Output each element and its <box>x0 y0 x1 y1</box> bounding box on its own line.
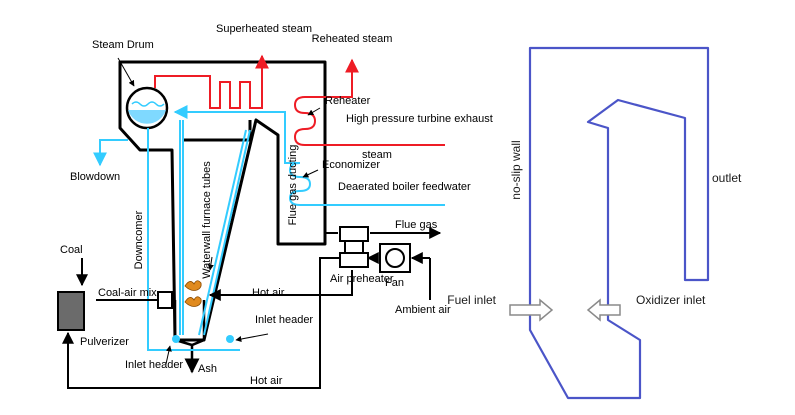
label-pulverizer: Pulverizer <box>80 336 129 348</box>
label-inlet-header-right: Inlet header <box>255 314 313 326</box>
label-hot-air-top: Hot air <box>252 287 285 299</box>
label-hp-turbine-exhaust: High pressure turbine exhaust <box>346 113 493 125</box>
label-blowdown: Blowdown <box>70 171 120 183</box>
boiler-domain-outline: no-slip wall outlet Fuel inlet Oxidizer … <box>447 46 742 400</box>
label-downcomer: Downcomer <box>133 210 145 269</box>
label-economizer: Economizer <box>322 159 380 171</box>
boiler-schematic: Superheated steam Reheated steam Steam D… <box>57 23 493 389</box>
label-coal: Coal <box>60 244 83 256</box>
label-air-preheater: Air preheater <box>330 273 394 285</box>
downcomer-loop <box>93 128 240 351</box>
fan <box>379 243 411 273</box>
label-reheated-steam: Reheated steam <box>312 33 393 45</box>
oxidizer-inlet-arrow <box>586 298 621 322</box>
label-inlet-header-left: Inlet header <box>125 359 183 371</box>
boiler-labels: Superheated steam Reheated steam Steam D… <box>60 23 493 387</box>
label-flue-gas-ducting: Flue gas ducting <box>287 145 299 226</box>
steam-drum <box>125 86 169 130</box>
label-ash: Ash <box>198 363 217 375</box>
inlet-header-nodes <box>172 335 234 343</box>
label-waterwall-tubes: Waterwall furnace tubes <box>201 161 213 279</box>
label-reheater: Reheater <box>325 95 371 107</box>
superheater-coils <box>154 54 269 109</box>
label-ambient-air: Ambient air <box>395 304 451 316</box>
label-hot-air-bottom: Hot air <box>250 375 283 387</box>
economizer-coils <box>173 105 445 206</box>
label-steam: steam <box>362 149 392 161</box>
boiler-housing <box>118 60 327 342</box>
domain-boundary <box>528 46 710 400</box>
air-preheater <box>339 226 369 268</box>
reheater-coils <box>293 58 445 146</box>
label-deaerated-feedwater: Deaerated boiler feedwater <box>338 181 471 193</box>
label-steam-drum: Steam Drum <box>92 39 154 51</box>
label-fuel-inlet: Fuel inlet <box>447 293 496 307</box>
label-no-slip-wall: no-slip wall <box>509 140 523 199</box>
label-fan: Fan <box>385 277 404 289</box>
label-outlet: outlet <box>712 171 742 185</box>
label-fuel-inlet-line: Fuel inlet <box>447 293 496 307</box>
label-coal-air-mix: Coal-air mix <box>98 287 157 299</box>
label-pointers <box>117 57 321 365</box>
burner-flames <box>184 280 202 307</box>
label-oxidizer-inlet: Oxidizer inlet <box>636 293 706 307</box>
pulverizer <box>57 291 173 331</box>
label-flue-gas: Flue gas <box>395 219 438 231</box>
fuel-inlet-arrow <box>509 298 554 322</box>
label-superheated-steam: Superheated steam <box>216 23 312 35</box>
